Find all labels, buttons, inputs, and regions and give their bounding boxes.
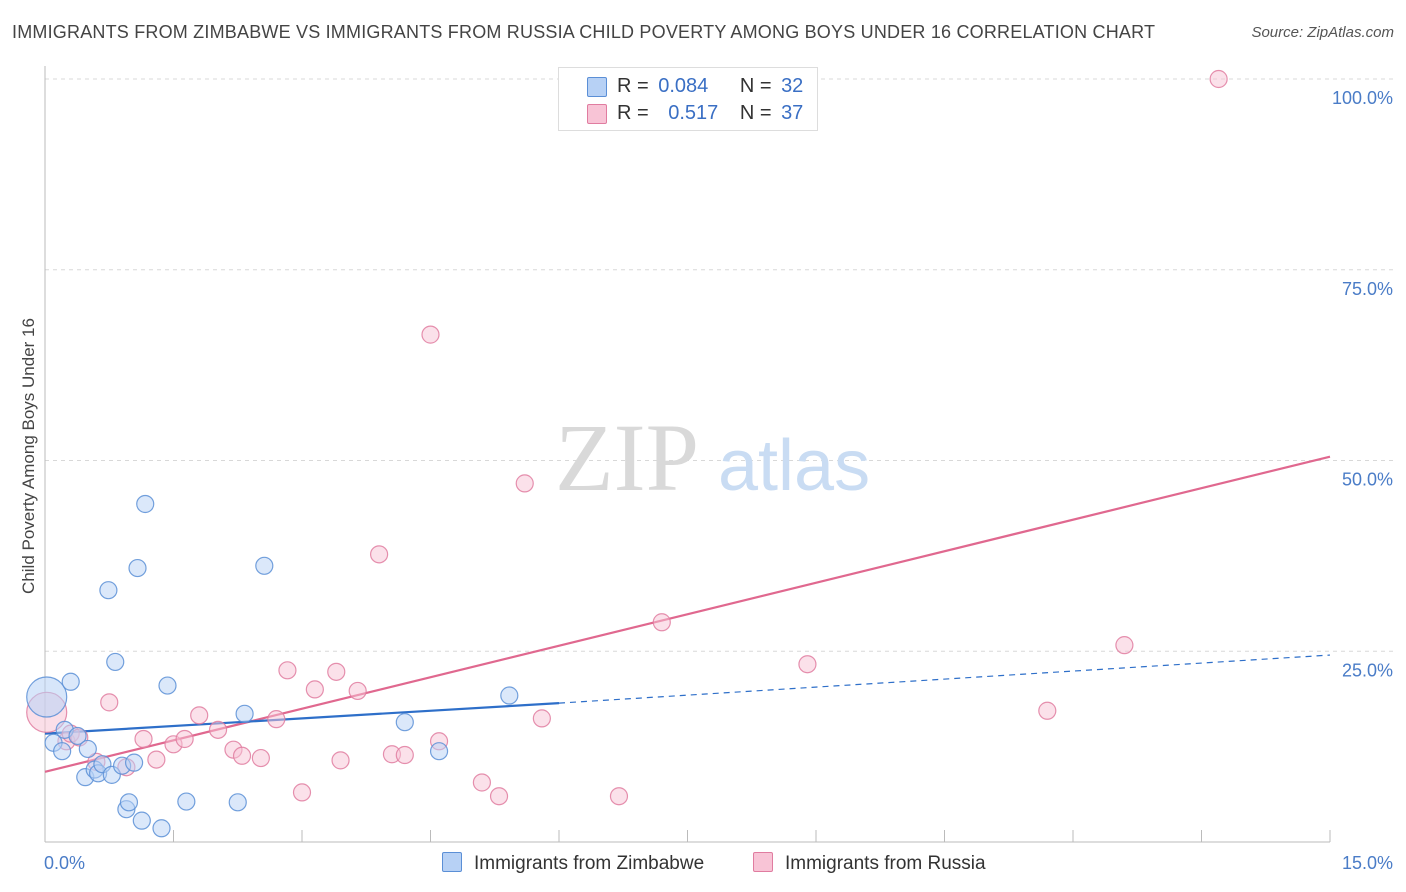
point-russia: [532, 709, 551, 728]
legend-n-zimbabwe: 32: [781, 75, 804, 97]
legend-n-label: N =: [739, 75, 772, 97]
point-zimbabwe: [119, 793, 139, 812]
chart-title: IMMIGRANTS FROM ZIMBABWE VS IMMIGRANTS F…: [12, 22, 1156, 42]
x-tick-label: 0.0%: [44, 853, 85, 873]
point-zimbabwe: [152, 819, 171, 838]
point-russia: [208, 720, 228, 739]
point-russia: [267, 710, 286, 729]
y-axis-label: Child Poverty Among Boys Under 16: [19, 318, 38, 594]
point-zimbabwe: [124, 753, 144, 772]
point-zimbabwe: [255, 556, 274, 575]
legend-r-zimbabwe: 0.084: [658, 75, 709, 97]
tick-labels: 25.0% 50.0% 75.0% 100.0% 0.0% 15.0%: [44, 88, 1393, 873]
point-russia: [421, 325, 440, 344]
y-tick-label: 25.0%: [1342, 660, 1393, 680]
point-zimbabwe: [61, 672, 80, 691]
point-russia: [1115, 636, 1134, 655]
point-zimbabwe: [99, 581, 118, 600]
point-zimbabwe: [500, 686, 519, 705]
point-zimbabwe: [158, 676, 177, 695]
legend-r-russia: 0.517: [668, 102, 719, 124]
bottom-legend-russia: Immigrants from Russia: [753, 852, 986, 875]
trend-line-zimbabwe-extension: [558, 654, 1331, 704]
correlation-legend: R = 0.084 N = 32 R = 0.517 N = 37: [558, 67, 818, 131]
point-russia: [292, 783, 312, 802]
x-tick-label: 15.0%: [1342, 853, 1393, 873]
point-russia: [348, 681, 367, 701]
point-russia: [652, 613, 671, 632]
bottom-legend-label-zimbabwe: Immigrants from Zimbabwe: [474, 853, 705, 874]
point-zimbabwe: [128, 558, 147, 578]
y-tick-label: 100.0%: [1332, 88, 1393, 108]
point-zimbabwe: [235, 704, 254, 723]
point-russia: [609, 787, 629, 806]
legend-r-label: R =: [617, 102, 649, 124]
point-zimbabwe: [395, 713, 414, 732]
chart-source: Source: ZipAtlas.com: [1251, 24, 1394, 41]
data-points: [26, 69, 1228, 838]
point-zimbabwe: [68, 726, 87, 746]
point-russia: [278, 661, 297, 680]
trend-line-zimbabwe: [44, 702, 560, 735]
bottom-legend-zimbabwe: Immigrants from Zimbabwe: [442, 852, 704, 875]
point-russia: [251, 748, 270, 768]
legend-r-label: R =: [617, 75, 649, 97]
legend-n-russia: 37: [781, 102, 804, 124]
point-russia: [147, 750, 166, 769]
point-russia: [100, 693, 119, 712]
y-tick-label: 75.0%: [1342, 279, 1393, 299]
point-zimbabwe: [132, 811, 151, 830]
bottom-legend-swatch-russia: [753, 852, 773, 872]
point-russia: [1209, 69, 1228, 89]
point-russia: [1038, 701, 1057, 720]
point-zimbabwe: [26, 676, 68, 718]
point-russia: [134, 729, 153, 749]
y-tick-label: 50.0%: [1342, 470, 1393, 490]
point-zimbabwe: [78, 739, 97, 759]
legend-swatch-zimbabwe: [587, 77, 607, 97]
point-russia: [232, 746, 252, 765]
point-zimbabwe: [136, 494, 155, 514]
point-zimbabwe: [53, 742, 72, 761]
point-russia: [798, 655, 817, 674]
point-russia: [395, 745, 414, 765]
point-russia: [472, 773, 491, 792]
point-russia: [370, 545, 389, 564]
watermark-atlas: atlas: [718, 426, 870, 506]
trend-lines: [44, 455, 1331, 773]
point-russia: [327, 662, 346, 681]
trend-line-russia: [44, 455, 1331, 773]
point-zimbabwe: [177, 792, 196, 811]
point-russia: [190, 706, 209, 725]
watermark-zip: ZIP: [555, 404, 699, 511]
point-zimbabwe: [228, 793, 247, 812]
point-russia: [331, 751, 350, 770]
bottom-legend-swatch-zimbabwe: [442, 852, 462, 872]
grid-lines: [45, 78, 1395, 652]
point-russia: [175, 729, 194, 749]
point-zimbabwe: [429, 742, 449, 761]
point-russia: [515, 474, 534, 493]
point-russia: [305, 680, 324, 699]
point-zimbabwe: [106, 652, 125, 672]
point-russia: [489, 787, 509, 806]
bottom-legend-label-russia: Immigrants from Russia: [785, 853, 986, 874]
legend-n-label: N =: [739, 102, 772, 124]
legend-swatch-russia: [587, 104, 607, 124]
